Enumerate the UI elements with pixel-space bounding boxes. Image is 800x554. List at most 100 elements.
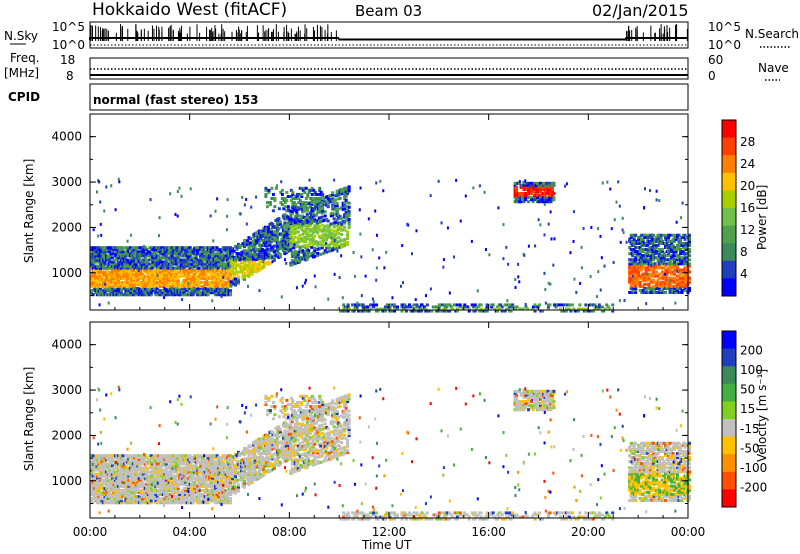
power-cell	[110, 285, 114, 289]
power-cell	[536, 189, 540, 193]
power-cell	[638, 288, 642, 292]
power-cell	[242, 273, 246, 277]
power-cell	[154, 272, 158, 276]
power-cell	[320, 246, 324, 250]
power-cell	[344, 198, 348, 202]
power-cell	[273, 197, 277, 201]
power-cell	[224, 285, 228, 289]
power-cell	[260, 254, 264, 258]
power-speckle	[455, 178, 458, 182]
power-cell	[668, 254, 672, 258]
power-cell	[116, 287, 120, 291]
power-speckle	[680, 216, 683, 220]
power-cell	[234, 267, 238, 271]
velocity-cell	[107, 484, 111, 488]
power-cell	[190, 289, 194, 293]
power-speckle	[601, 181, 604, 185]
power-speckle	[356, 301, 359, 305]
power-speckle	[625, 240, 628, 244]
power-speckle	[201, 248, 204, 252]
power-cell	[637, 237, 641, 241]
power-cell	[455, 307, 459, 311]
power-cell	[160, 246, 164, 250]
power-cell	[634, 288, 638, 292]
power-cell	[537, 187, 541, 191]
power-cell	[148, 250, 152, 254]
power-cell	[193, 268, 197, 272]
power-cell	[248, 241, 252, 245]
power-speckle	[330, 236, 333, 240]
power-cell	[146, 287, 150, 291]
velocity-cell	[116, 499, 120, 503]
power-cell	[677, 284, 681, 288]
power-cell	[310, 199, 314, 203]
power-cell	[176, 278, 180, 282]
power-cell	[154, 268, 158, 272]
velocity-cell	[124, 497, 128, 501]
power-cell	[304, 229, 308, 233]
velocity-cell	[124, 462, 128, 466]
power-cell	[500, 309, 504, 313]
power-speckle	[645, 302, 648, 306]
power-speckle	[98, 180, 101, 184]
power-cell	[167, 270, 171, 274]
power-cell	[585, 307, 589, 311]
power-speckle	[171, 286, 174, 290]
power-cell	[650, 272, 654, 276]
power-cell	[242, 239, 246, 243]
velocity-cell	[106, 464, 110, 468]
power-cell	[110, 256, 114, 260]
power-cell	[641, 274, 645, 278]
power-cell	[635, 276, 639, 280]
velocity-cell	[91, 501, 95, 505]
power-cell	[215, 285, 219, 289]
power-cell	[281, 230, 285, 234]
power-speckle	[385, 250, 388, 254]
power-cell	[173, 280, 177, 284]
power-cell	[634, 284, 638, 288]
power-cell	[641, 262, 645, 266]
power-cell	[326, 246, 330, 250]
power-cell	[670, 262, 674, 266]
power-speckle	[518, 280, 521, 284]
power-cell	[118, 274, 122, 278]
nave-tick-top: 60	[708, 53, 723, 67]
power-cell	[253, 267, 257, 271]
velocity-cell	[119, 478, 123, 482]
velocity-cell	[116, 472, 120, 476]
power-cell	[90, 285, 93, 289]
power-cell	[655, 290, 659, 294]
power-cell	[202, 285, 206, 289]
power-cell	[196, 250, 200, 254]
power-cell	[662, 284, 666, 288]
power-cell	[652, 270, 656, 274]
power-speckle	[649, 189, 652, 193]
power-cell	[321, 197, 325, 201]
power-cell	[326, 203, 330, 207]
power-cell	[388, 303, 392, 307]
power-cell	[515, 187, 519, 191]
power-cell	[635, 268, 639, 272]
power-cell	[661, 280, 665, 284]
power-cell	[170, 254, 174, 258]
power-cell	[331, 248, 335, 252]
power-cell	[683, 274, 687, 278]
power-cell	[511, 303, 515, 307]
power-speckle	[375, 278, 378, 282]
power-speckle	[618, 204, 621, 208]
power-cell	[665, 278, 669, 282]
power-cell	[347, 220, 351, 224]
power-cell	[115, 248, 119, 252]
power-cell	[661, 288, 665, 292]
power-cell	[103, 260, 107, 264]
power-cell	[289, 199, 293, 203]
power-cell	[272, 258, 276, 262]
power-cell	[525, 181, 529, 185]
power-cell	[217, 250, 221, 254]
power-cell	[131, 274, 135, 278]
power-cell	[518, 194, 522, 198]
power-speckle	[497, 206, 500, 210]
power-cell	[190, 248, 194, 252]
power-cell	[679, 241, 683, 245]
power-cell	[130, 250, 134, 254]
